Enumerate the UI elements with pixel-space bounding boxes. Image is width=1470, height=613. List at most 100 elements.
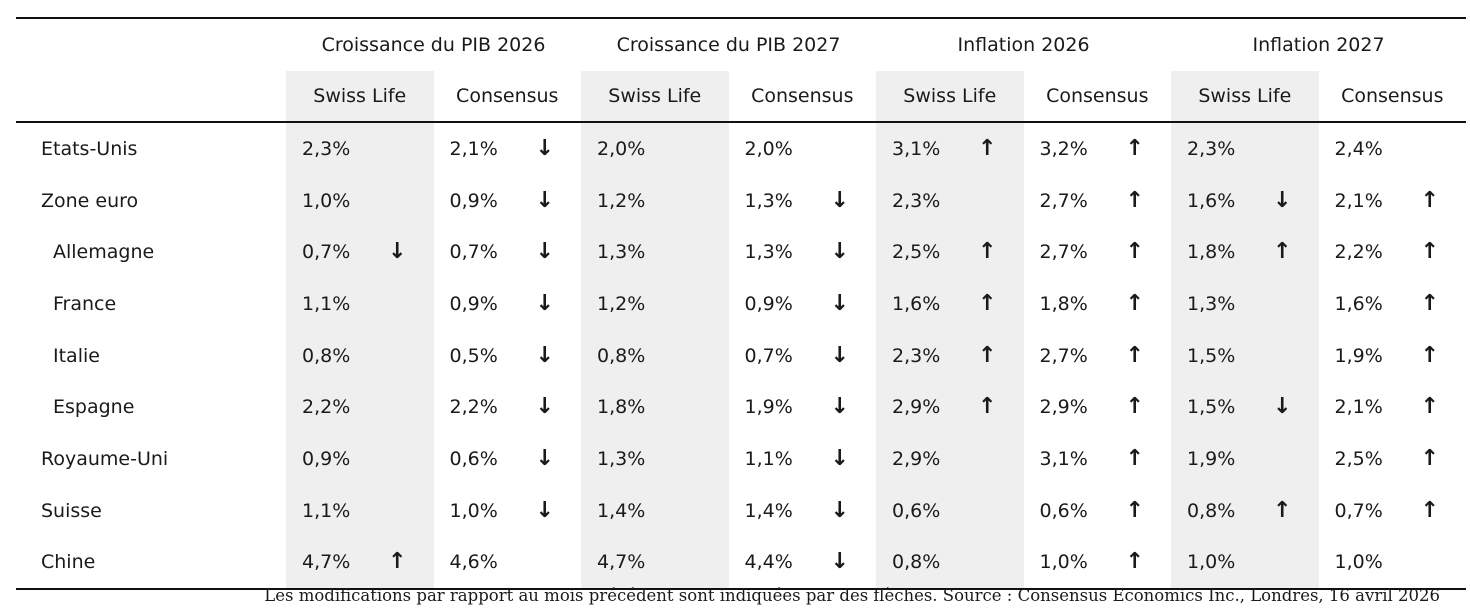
arrow-up-icon: ↑ [1125, 394, 1144, 420]
consensus-value-cell: 0,9% ↓ [434, 278, 582, 330]
value-text: 1,6% [1334, 292, 1383, 315]
source-footnote: Les modifications par rapport au mois pr… [264, 586, 1440, 605]
value-text: 2,7% [1039, 241, 1088, 264]
value-text: 4,4% [744, 551, 793, 574]
arrow-up-icon: ↑ [1125, 290, 1144, 316]
arrow-down-icon: ↓ [1273, 394, 1292, 420]
swiss-life-value-cell: 3,1% ↑ [876, 122, 1024, 175]
arrow-down-icon: ↓ [535, 394, 554, 420]
value-text: 3,1% [1039, 447, 1088, 470]
value-text: 1,0% [1334, 551, 1383, 574]
value-text: 1,2% [597, 189, 646, 212]
value-text: 0,8% [892, 551, 941, 574]
swiss-life-value-cell: 1,3% [581, 226, 729, 279]
consensus-value-cell: 0,7% ↓ [729, 330, 877, 382]
country-label: Etats-Unis [41, 137, 138, 160]
arrow-up-icon: ↑ [388, 549, 407, 575]
swiss-life-value-cell: 0,8% ↑ [1171, 484, 1319, 537]
swiss-life-value-cell: 4,7% ↑ [286, 536, 434, 591]
swiss-life-value-cell: 0,8% [876, 536, 1024, 591]
consensus-value-cell: 1,8% ↑ [1024, 278, 1172, 330]
arrow-up-icon: ↑ [1420, 394, 1439, 420]
table-row: Allemagne 0,7% ↓ 0,7% ↓ 1,3% 1,3% ↓ 2,5% ↑ 2,7% ↑ 1,… [16, 226, 1466, 279]
value-text: 2,2% [302, 396, 351, 419]
value-text: 1,0% [449, 499, 498, 522]
group-header-inflation-2027: Inflation 2027 [1171, 17, 1467, 71]
arrow-down-icon: ↓ [535, 187, 554, 213]
value-text: 2,1% [1334, 396, 1383, 419]
arrow-up-icon: ↑ [1420, 342, 1439, 368]
arrow-up-icon: ↑ [1125, 187, 1144, 213]
country-label: Espagne [53, 396, 135, 419]
consensus-value-cell: 2,7% ↑ [1024, 226, 1172, 278]
consensus-value-cell: 0,7% ↑ [1319, 485, 1467, 537]
consensus-value-cell: 2,9% ↑ [1024, 381, 1172, 433]
consensus-value-cell: 1,0% [1318, 536, 1467, 591]
value-text: 2,3% [892, 189, 941, 212]
value-text: 0,5% [449, 344, 498, 367]
arrow-up-icon: ↑ [1420, 290, 1439, 316]
value-text: 0,7% [302, 241, 351, 264]
value-text: 2,2% [449, 396, 498, 419]
arrow-down-icon: ↓ [830, 394, 849, 420]
country-label: France [53, 292, 117, 315]
arrow-down-icon: ↓ [535, 497, 554, 523]
swiss-life-value-cell: 2,3% [876, 174, 1024, 227]
arrow-up-icon: ↑ [1273, 497, 1292, 523]
value-text: 1,3% [744, 241, 793, 264]
arrow-up-icon: ↑ [1420, 187, 1439, 213]
swiss-life-value-cell: 0,7% ↓ [286, 226, 434, 279]
swiss-life-value-cell: 1,8% ↑ [1171, 226, 1319, 279]
sub-header-swiss-life: Swiss Life [876, 71, 1024, 123]
consensus-value-cell: 1,0% ↓ [434, 485, 582, 537]
arrow-up-icon: ↑ [1125, 549, 1144, 575]
value-text: 1,6% [1187, 189, 1236, 212]
arrow-up-icon: ↑ [1420, 497, 1439, 523]
value-text: 1,0% [1187, 551, 1236, 574]
arrow-up-icon: ↑ [978, 239, 997, 265]
table-row: Suisse 1,1% 1,0% ↓ 1,4% 1,4% ↓ 0,6% 0,6% ↑ 0,8% ↑ 0,… [16, 484, 1467, 537]
value-text: 2,3% [302, 137, 351, 160]
value-text: 1,4% [597, 499, 646, 522]
arrow-up-icon: ↑ [978, 342, 997, 368]
country-label: Italie [53, 344, 100, 367]
sub-header-consensus: Consensus [1023, 71, 1172, 123]
group-header-gdp-2026: Croissance du PIB 2026 [286, 17, 582, 71]
consensus-value-cell: 0,6% ↑ [1024, 485, 1172, 537]
consensus-value-cell: 3,1% ↑ [1024, 433, 1172, 485]
country-label: Allemagne [53, 241, 155, 264]
value-text: 1,8% [1039, 292, 1088, 315]
value-text: 1,1% [744, 447, 793, 470]
arrow-up-icon: ↑ [1273, 239, 1292, 265]
value-text: 0,7% [449, 241, 498, 264]
arrow-up-icon: ↑ [1125, 239, 1144, 265]
consensus-value-cell: 2,0% [729, 122, 877, 175]
value-text: 0,6% [1039, 499, 1088, 522]
value-text: 2,1% [1334, 189, 1383, 212]
corner-cell [16, 17, 286, 71]
swiss-life-value-cell: 1,2% [581, 174, 729, 227]
value-text: 2,4% [1334, 137, 1383, 160]
arrow-down-icon: ↓ [535, 290, 554, 316]
consensus-value-cell: 0,9% ↓ [434, 175, 582, 227]
swiss-life-value-cell: 2,2% [286, 381, 434, 434]
value-text: 0,7% [744, 344, 793, 367]
arrow-down-icon: ↓ [535, 342, 554, 368]
arrow-up-icon: ↑ [1125, 342, 1144, 368]
sub-header-swiss-life: Swiss Life [581, 71, 729, 123]
swiss-life-value-cell: 1,3% [1171, 278, 1319, 330]
arrow-down-icon: ↓ [535, 135, 554, 161]
arrow-down-icon: ↓ [830, 549, 849, 575]
value-text: 2,0% [744, 137, 793, 160]
arrow-up-icon: ↑ [978, 394, 997, 420]
swiss-life-value-cell: 2,3% [286, 122, 434, 175]
value-text: 2,9% [892, 396, 941, 419]
arrow-down-icon: ↓ [388, 239, 407, 265]
country-label: Suisse [41, 499, 102, 522]
arrow-down-icon: ↓ [1273, 187, 1292, 213]
arrow-down-icon: ↓ [535, 445, 554, 471]
swiss-life-value-cell: 1,9% [1171, 433, 1319, 485]
table-row: France 1,1% 0,9% ↓ 1,2% 0,9% ↓ 1,6% ↑ 1,8% ↑ 1,3% 1,… [16, 278, 1466, 330]
consensus-value-cell: 1,0% ↑ [1023, 536, 1172, 591]
consensus-value-cell: 2,1% ↑ [1319, 175, 1467, 227]
